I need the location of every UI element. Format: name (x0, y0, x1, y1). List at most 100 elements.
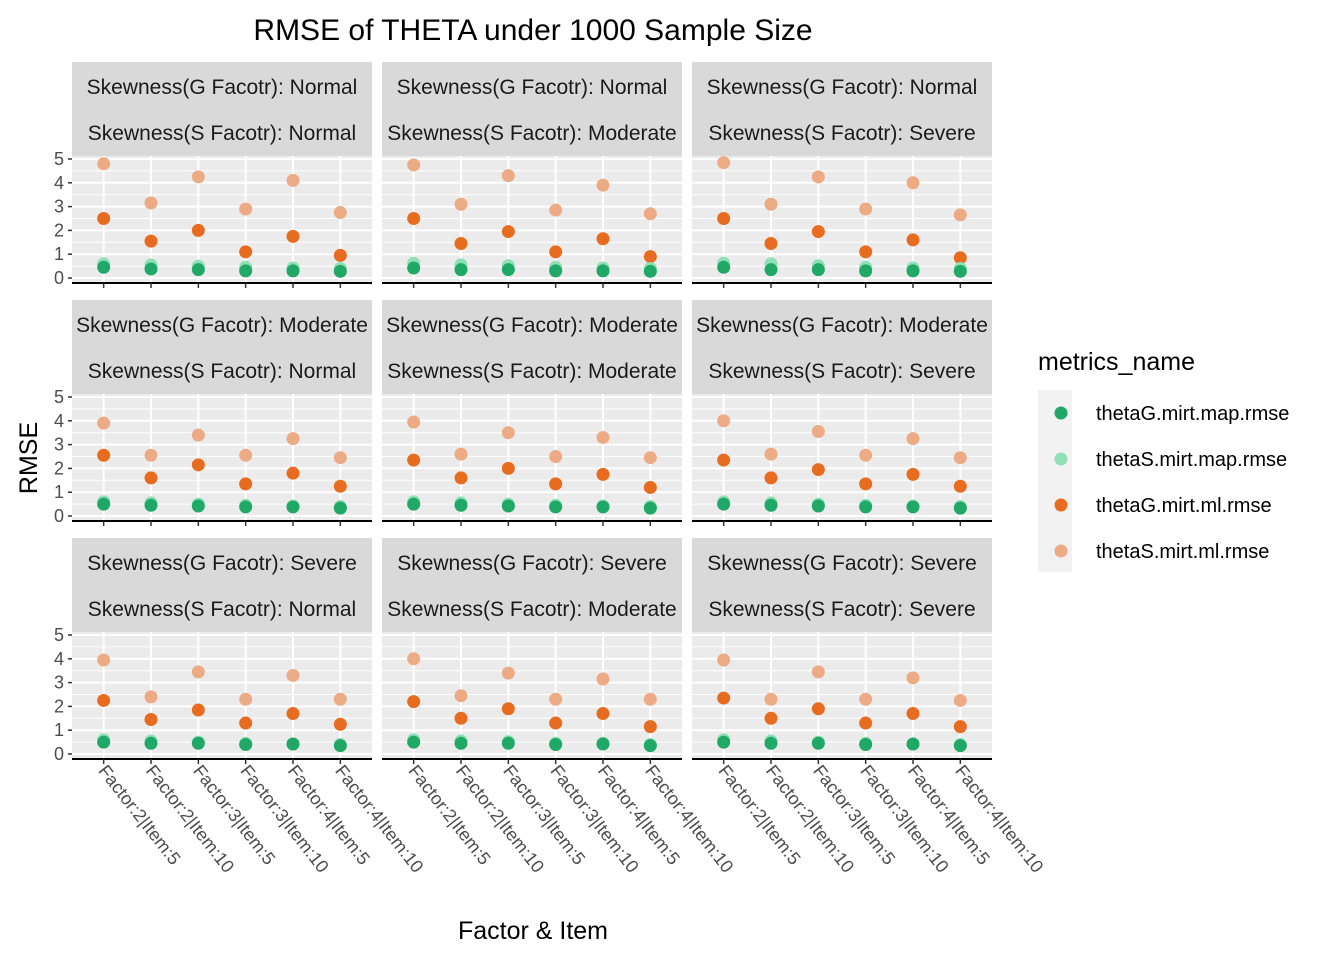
data-point-thetaG-mirt-ml-rmse (953, 720, 967, 734)
data-point-thetaS-mirt-ml-rmse (191, 428, 205, 442)
data-point-thetaG-mirt-ml-rmse (191, 458, 205, 472)
y-tick-label: 4 (54, 649, 64, 669)
data-point-thetaG-mirt-ml-rmse (454, 471, 468, 485)
data-point-thetaG-mirt-map-rmse (596, 500, 610, 514)
facet-panel: Skewness(G Facotr): Normal Skewness(S Fac… (382, 62, 682, 288)
plot-background (382, 156, 682, 283)
y-tick-label: 3 (54, 197, 64, 217)
data-point-thetaG-mirt-map-rmse (191, 736, 205, 750)
data-point-thetaG-mirt-map-rmse (97, 497, 111, 511)
data-point-thetaG-mirt-map-rmse (596, 737, 610, 751)
data-point-thetaG-mirt-map-rmse (333, 501, 347, 515)
y-tick-label: 4 (54, 173, 64, 193)
y-tick-label: 0 (54, 744, 64, 764)
facet-strip (382, 62, 682, 156)
data-point-thetaG-mirt-ml-rmse (596, 232, 610, 246)
data-point-thetaG-mirt-ml-rmse (97, 212, 111, 225)
data-point-thetaG-mirt-ml-rmse (501, 461, 515, 475)
data-point-thetaG-mirt-map-rmse (596, 264, 610, 278)
data-point-thetaG-mirt-map-rmse (454, 736, 468, 750)
data-point-thetaG-mirt-map-rmse (191, 499, 205, 513)
data-point-thetaG-mirt-map-rmse (549, 737, 563, 751)
data-point-thetaG-mirt-map-rmse (239, 264, 253, 278)
legend-key-marker (1054, 498, 1068, 512)
data-point-thetaS-mirt-ml-rmse (144, 196, 158, 210)
strip-label-g-factor: Skewness(G Facotr): Moderate (76, 314, 368, 337)
data-point-thetaG-mirt-map-rmse (643, 264, 657, 278)
data-point-thetaG-mirt-ml-rmse (191, 703, 205, 717)
strip-label-s-factor: Skewness(S Facotr): Normal (88, 122, 356, 145)
chart-title: RMSE of THETA under 1000 Sample Size (253, 14, 812, 47)
data-point-thetaG-mirt-map-rmse (144, 736, 158, 750)
facet-strip-labels: Skewness(G Facotr): Severe Skewness(S Fac… (87, 552, 357, 621)
data-point-thetaS-mirt-ml-rmse (407, 652, 421, 666)
y-tick-label: 1 (54, 244, 64, 264)
data-point-thetaS-mirt-ml-rmse (97, 157, 111, 171)
data-point-thetaS-mirt-ml-rmse (596, 178, 610, 192)
data-point-thetaG-mirt-ml-rmse (906, 233, 920, 247)
data-point-thetaG-mirt-map-rmse (333, 739, 347, 753)
data-point-thetaS-mirt-ml-rmse (906, 432, 920, 446)
data-point-thetaG-mirt-map-rmse (97, 735, 111, 749)
data-point-thetaS-mirt-ml-rmse (859, 448, 873, 462)
data-point-thetaS-mirt-ml-rmse (501, 666, 515, 680)
data-point-thetaG-mirt-map-rmse (811, 736, 825, 750)
y-tick-label: 3 (54, 435, 64, 455)
legend-key-marker (1054, 406, 1068, 420)
facet-strip-labels: Skewness(G Facotr): Moderate Skewness(S F… (696, 314, 988, 383)
data-point-thetaS-mirt-ml-rmse (454, 197, 468, 211)
data-point-thetaG-mirt-ml-rmse (906, 707, 920, 721)
data-point-thetaG-mirt-ml-rmse (239, 245, 253, 259)
data-point-thetaS-mirt-ml-rmse (407, 415, 421, 429)
data-point-thetaG-mirt-ml-rmse (717, 691, 731, 705)
facet-strip-labels: Skewness(G Facotr): Moderate Skewness(S F… (76, 314, 368, 383)
strip-label-s-factor: Skewness(S Facotr): Severe (708, 122, 975, 145)
data-point-thetaG-mirt-map-rmse (144, 498, 158, 512)
strip-label-s-factor: Skewness(S Facotr): Normal (88, 598, 356, 621)
strip-label-g-factor: Skewness(G Facotr): Severe (397, 552, 667, 575)
facet-strip-labels: Skewness(G Facotr): Moderate Skewness(S F… (386, 314, 678, 383)
data-point-thetaS-mirt-ml-rmse (859, 692, 873, 706)
data-point-thetaS-mirt-ml-rmse (333, 451, 347, 465)
data-point-thetaG-mirt-map-rmse (286, 737, 300, 751)
data-point-thetaG-mirt-ml-rmse (454, 711, 468, 725)
data-point-thetaG-mirt-ml-rmse (596, 707, 610, 721)
y-tick-label: 5 (54, 625, 64, 645)
data-point-thetaS-mirt-ml-rmse (717, 653, 731, 667)
data-point-thetaG-mirt-map-rmse (286, 264, 300, 278)
data-point-thetaS-mirt-ml-rmse (191, 665, 205, 679)
facet-strip-labels: Skewness(G Facotr): Normal Skewness(S Fac… (387, 76, 676, 145)
data-point-thetaG-mirt-map-rmse (501, 263, 515, 277)
x-axis-title: Factor & Item (458, 917, 608, 945)
y-tick-label: 1 (54, 482, 64, 502)
data-point-thetaS-mirt-ml-rmse (239, 202, 253, 216)
facet-strip (382, 300, 682, 394)
data-point-thetaS-mirt-ml-rmse (97, 653, 111, 667)
strip-label-g-factor: Skewness(G Facotr): Moderate (696, 314, 988, 337)
data-point-thetaG-mirt-ml-rmse (333, 479, 347, 493)
data-point-thetaG-mirt-map-rmse (764, 736, 778, 750)
data-point-thetaS-mirt-ml-rmse (549, 450, 563, 463)
strip-label-g-factor: Skewness(G Facotr): Severe (87, 552, 357, 575)
data-point-thetaG-mirt-ml-rmse (643, 480, 657, 494)
legend-entry-label: thetaG.mirt.ml.rmse (1096, 495, 1272, 517)
facet-strip-labels: Skewness(G Facotr): Severe Skewness(S Fac… (387, 552, 676, 621)
data-point-thetaG-mirt-map-rmse (97, 260, 111, 274)
legend-key-marker (1054, 544, 1068, 558)
data-point-thetaS-mirt-ml-rmse (239, 448, 253, 462)
data-point-thetaS-mirt-ml-rmse (811, 170, 825, 184)
y-tick-label: 1 (54, 720, 64, 740)
plot-background (692, 394, 992, 521)
data-point-thetaG-mirt-ml-rmse (906, 467, 920, 481)
legend-entry-label: thetaS.mirt.ml.rmse (1096, 541, 1269, 563)
facet-panel: Skewness(G Facotr): Normal Skewness(S Fac… (692, 62, 992, 288)
data-point-thetaS-mirt-ml-rmse (906, 176, 920, 190)
facet-strip-labels: Skewness(G Facotr): Normal Skewness(S Fac… (707, 76, 978, 145)
data-point-thetaG-mirt-map-rmse (407, 497, 421, 511)
facet-strip (72, 62, 372, 156)
plot-background (382, 394, 682, 521)
data-point-thetaS-mirt-ml-rmse (286, 173, 300, 187)
data-point-thetaG-mirt-map-rmse (717, 735, 731, 749)
strip-label-s-factor: Skewness(S Facotr): Normal (88, 360, 356, 383)
data-point-thetaG-mirt-ml-rmse (239, 477, 253, 491)
